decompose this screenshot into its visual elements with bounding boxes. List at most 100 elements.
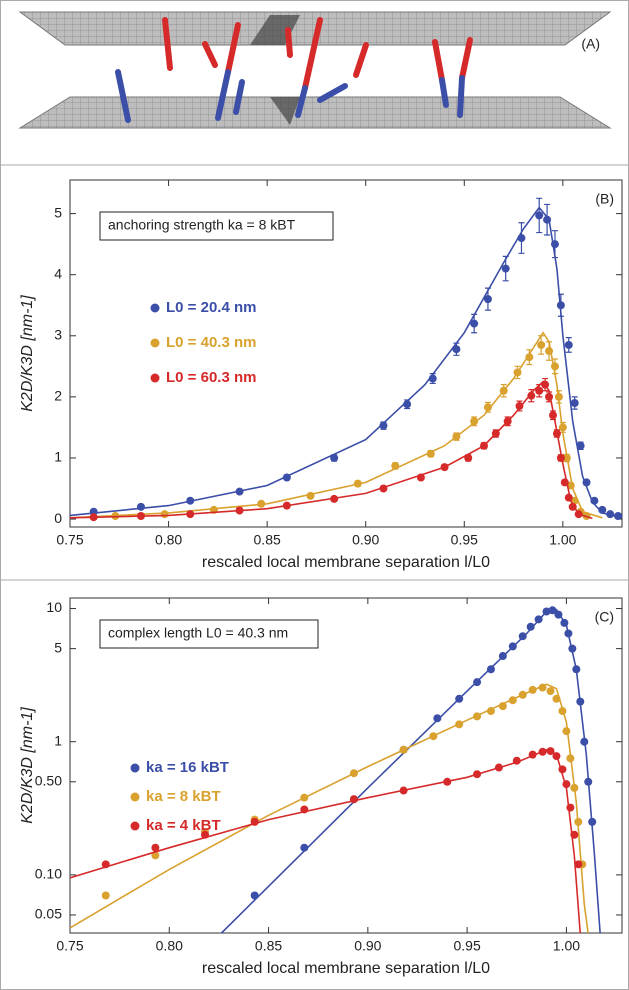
data-point bbox=[545, 347, 554, 356]
legend-label: ka = 4 kBT bbox=[146, 817, 221, 834]
data-point bbox=[570, 830, 579, 839]
data-point bbox=[455, 694, 464, 703]
data-point bbox=[528, 750, 537, 759]
data-point bbox=[353, 479, 362, 488]
data-point bbox=[473, 712, 482, 721]
data-point bbox=[556, 301, 565, 310]
data-point bbox=[614, 512, 622, 521]
data-point bbox=[300, 793, 309, 802]
legend-marker bbox=[130, 821, 140, 831]
data-point bbox=[535, 211, 544, 220]
legend-marker bbox=[130, 792, 140, 802]
data-point bbox=[483, 295, 492, 304]
data-point bbox=[562, 727, 571, 736]
annotation-box bbox=[99, 619, 319, 649]
data-point bbox=[498, 702, 507, 711]
data-point bbox=[483, 403, 492, 412]
data-point bbox=[564, 493, 573, 502]
data-point bbox=[300, 843, 309, 852]
data-point bbox=[501, 264, 510, 273]
fit-curve bbox=[70, 331, 603, 519]
data-point bbox=[452, 432, 461, 441]
legend-label: ka = 16 kBT bbox=[146, 759, 229, 776]
annotation: complex length L0 = 40.3 nm bbox=[108, 625, 288, 641]
fit-curve bbox=[70, 380, 593, 520]
x-tick-label: 0.95 bbox=[453, 938, 480, 954]
fit-curve bbox=[70, 748, 582, 933]
data-point bbox=[470, 417, 479, 426]
data-point bbox=[349, 769, 358, 778]
data-point bbox=[562, 780, 571, 789]
data-point bbox=[598, 505, 607, 514]
y-tick-label: 0.05 bbox=[35, 906, 62, 922]
y-tick-label: 3 bbox=[54, 326, 62, 342]
data-point bbox=[558, 423, 567, 432]
data-point bbox=[101, 860, 110, 869]
data-point bbox=[552, 694, 561, 703]
y-tick-label: 2 bbox=[54, 388, 62, 404]
data-point bbox=[486, 665, 495, 674]
plot-frame bbox=[69, 597, 623, 934]
x-tick-label: 0.90 bbox=[352, 532, 379, 548]
data-point bbox=[452, 345, 461, 354]
data-point bbox=[330, 453, 339, 462]
data-point bbox=[574, 817, 583, 826]
data-point bbox=[186, 496, 195, 505]
data-point bbox=[433, 714, 442, 723]
y-tick-label: 4 bbox=[54, 265, 62, 281]
data-point bbox=[562, 453, 571, 462]
data-point bbox=[399, 745, 408, 754]
fit-curve bbox=[70, 206, 622, 519]
y-tick-label: 0 bbox=[54, 510, 62, 526]
y-tick-label: 10 bbox=[46, 599, 62, 615]
data-point bbox=[554, 392, 563, 401]
y-tick-label: 5 bbox=[54, 204, 62, 220]
data-point bbox=[379, 421, 388, 430]
y-tick-label: 1 bbox=[54, 449, 62, 465]
data-point bbox=[554, 610, 563, 619]
data-point bbox=[480, 441, 488, 450]
data-point bbox=[564, 340, 573, 349]
x-axis-label: rescaled local membrane separation l/L0 bbox=[202, 554, 490, 571]
data-point bbox=[548, 606, 557, 615]
data-point bbox=[576, 697, 585, 706]
data-point bbox=[498, 652, 507, 661]
data-point bbox=[330, 494, 339, 503]
data-point bbox=[574, 860, 583, 869]
data-point bbox=[300, 805, 309, 814]
data-point bbox=[416, 473, 425, 482]
data-point bbox=[538, 747, 547, 756]
y-tick-label: 0.50 bbox=[35, 772, 62, 788]
plot-frame bbox=[69, 179, 623, 528]
legend-marker bbox=[150, 303, 160, 313]
fit-curve bbox=[220, 608, 601, 933]
data-point bbox=[550, 240, 559, 249]
data-point bbox=[556, 453, 565, 462]
data-point bbox=[526, 622, 535, 631]
membrane-illustration: (A) bbox=[18, 11, 612, 129]
data-point bbox=[546, 747, 555, 756]
data-point bbox=[379, 484, 388, 493]
data-point bbox=[250, 817, 259, 826]
x-tick-label: 0.85 bbox=[254, 532, 281, 548]
data-point bbox=[503, 417, 512, 426]
data-point bbox=[426, 449, 435, 458]
legend-label: L0 = 20.4 nm bbox=[166, 299, 256, 316]
legend-label: ka = 8 kBT bbox=[146, 788, 221, 805]
data-point bbox=[558, 765, 567, 774]
data-point bbox=[517, 234, 526, 243]
y-axis-label: K2D/K3D [nm-1] bbox=[19, 295, 36, 412]
x-tick-label: 0.90 bbox=[354, 938, 381, 954]
data-point bbox=[518, 690, 527, 699]
data-point bbox=[89, 507, 98, 516]
data-point bbox=[89, 513, 98, 522]
x-tick-label: 0.75 bbox=[56, 938, 83, 954]
data-point bbox=[151, 843, 160, 852]
legend-marker bbox=[150, 373, 160, 383]
data-point bbox=[306, 491, 315, 500]
data-point bbox=[403, 400, 412, 409]
data-point bbox=[499, 386, 508, 395]
panel-label: (C) bbox=[595, 609, 614, 625]
data-point bbox=[349, 795, 358, 804]
legend-label: L0 = 60.3 nm bbox=[166, 369, 256, 386]
